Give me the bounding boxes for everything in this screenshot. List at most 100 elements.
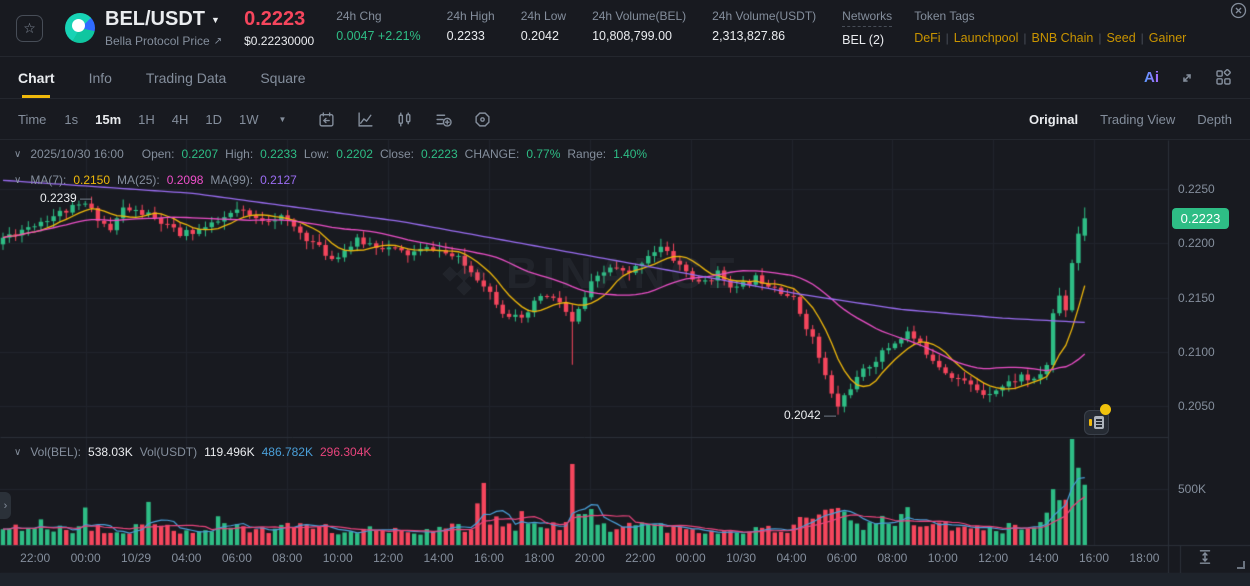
stat-24h-volume-bel: 24h Volume(BEL) 10,808,799.00 (592, 9, 686, 43)
interval-4h[interactable]: 4H (171, 111, 189, 127)
token-tag-seed[interactable]: Seed (1106, 31, 1136, 45)
stat-value: 0.2042 (520, 29, 559, 43)
tabbar-icons: Ai (1144, 69, 1232, 86)
x-axis-label: 00:00 (675, 551, 706, 565)
token-tag-gainer[interactable]: Gainer (1148, 31, 1187, 45)
token-tags-label: Token Tags (914, 9, 975, 23)
axis-scale-icon[interactable] (1196, 548, 1214, 566)
tab-square[interactable]: Square (260, 69, 306, 86)
y-axis-label: 0.2250 (1178, 182, 1215, 196)
exchange-watermark: BINANCE (438, 248, 741, 300)
line-chart-icon[interactable] (357, 111, 374, 128)
x-axis-label: 20:00 (574, 551, 605, 565)
last-price-block: 0.2223 $0.22230000 (244, 8, 314, 48)
vol-bel-value: 538.03K (88, 445, 133, 459)
pane-expander-handle[interactable]: › (0, 492, 11, 519)
ai-assistant-icon[interactable]: Ai (1144, 69, 1159, 86)
token-price-link[interactable]: Bella Protocol Price ↗ (105, 34, 222, 48)
volume-readout: ∨ Vol(BEL): 538.03K Vol(USDT) 119.496K 4… (14, 445, 371, 459)
stat-24h-chg: 24h Chg 0.0047 +2.21% (336, 9, 420, 43)
token-tags-block: Token Tags DeFi | Launchpool | BNB Chain | See… (914, 9, 1186, 47)
x-axis-label: 22:00 (625, 551, 656, 565)
expand-icon[interactable] (1179, 70, 1195, 86)
range-value: 1.40% (613, 147, 648, 161)
change-value: 0.77% (526, 147, 561, 161)
tab-info[interactable]: Info (88, 69, 112, 86)
favorite-star-icon[interactable]: ☆ (16, 14, 43, 42)
token-tag-bnb-chain[interactable]: BNB Chain (1031, 31, 1094, 45)
ma99-value: 0.2127 (260, 173, 297, 187)
interval-1h[interactable]: 1H (138, 111, 155, 127)
mode-trading-view[interactable]: Trading View (1100, 111, 1176, 127)
stat-label: 24h High (446, 9, 495, 23)
candlestick-style-icon[interactable] (396, 111, 413, 128)
interval-1s[interactable]: 1s (64, 111, 79, 127)
high-label: High: (225, 147, 254, 161)
x-axis-label: 00:00 (70, 551, 101, 565)
x-axis-label: 10/30 (726, 551, 757, 565)
close-panel-icon[interactable] (1230, 2, 1247, 19)
chart-region: BINANCE ∨ 2025/10/30 16:00 Open: 0.2207 … (0, 140, 1250, 586)
low-label: Low: (303, 147, 330, 161)
settings-icon[interactable] (474, 111, 491, 128)
change-label: CHANGE: (464, 147, 520, 161)
close-value: 0.2223 (420, 147, 458, 161)
tag-separator: | (945, 31, 949, 45)
stat-networks: Networks BEL (2) (842, 9, 893, 47)
stat-value: 2,313,827.86 (712, 29, 786, 43)
last-price-usd: $0.22230000 (244, 34, 315, 48)
stat-value: 0.0047 +2.21% (336, 29, 421, 43)
tab-chart[interactable]: Chart (18, 57, 55, 98)
close-label: Close: (379, 147, 414, 161)
range-label: Range: (567, 147, 607, 161)
news-doc-icon (1094, 416, 1104, 429)
x-axis-label: 14:00 (1028, 551, 1059, 565)
collapse-caret-icon[interactable]: ∨ (14, 446, 22, 458)
collapse-caret-icon[interactable]: ∨ (14, 148, 22, 160)
notification-dot (1100, 404, 1111, 415)
token-subtitle: Bella Protocol Price (105, 34, 210, 48)
token-tag-launchpool[interactable]: Launchpool (953, 31, 1019, 45)
binance-logo-icon (442, 252, 486, 296)
low-value: 0.2202 (336, 147, 373, 161)
news-bar-icon (1089, 419, 1092, 426)
token-tag-defi[interactable]: DeFi (914, 31, 941, 45)
mode-original[interactable]: Original (1029, 111, 1079, 127)
vol-usdt-value: 119.496K (204, 445, 255, 459)
bottom-scroll-strip[interactable] (0, 573, 1250, 586)
open-label: Open: (141, 147, 175, 161)
ma7-value: 0.2150 (73, 173, 111, 187)
interval-more-icon[interactable]: ▼ (278, 114, 287, 124)
indicators-icon[interactable] (435, 111, 453, 128)
token-tags: DeFi | Launchpool | BNB Chain | Seed | Gainer (914, 29, 1186, 47)
last-price-badge: 0.2223 (1172, 208, 1229, 229)
symbol-selector[interactable]: BEL/USDT ▼ (105, 8, 222, 31)
stat-value: 10,808,799.00 (592, 29, 673, 43)
interval-15m[interactable]: 15m (95, 111, 122, 127)
tag-separator: | (1023, 31, 1027, 45)
jump-to-date-icon[interactable] (318, 111, 335, 128)
vol-usdt-label: Vol(USDT) (139, 445, 198, 459)
apps-grid-icon[interactable] (1215, 69, 1232, 86)
x-axis-label: 04:00 (776, 551, 807, 565)
price-chart-canvas[interactable] (0, 140, 1250, 586)
collapse-caret-icon[interactable]: ∨ (14, 174, 22, 186)
interval-buttons: 1s 15m 1H 4H 1D 1W (64, 112, 258, 127)
ma7-label: MA(7): (30, 173, 67, 187)
interval-1d[interactable]: 1D (205, 111, 223, 127)
ohlc-readout: ∨ 2025/10/30 16:00 Open: 0.2207 High: 0.… (14, 147, 647, 161)
tab-trading-data[interactable]: Trading Data (145, 69, 227, 86)
stat-label: 24h Volume(BEL) (592, 9, 687, 23)
page-tabbar: Chart Info Trading Data Square Ai (0, 57, 1250, 99)
x-axis-label: 08:00 (877, 551, 908, 565)
stat-value: BEL (2) (842, 33, 885, 47)
resize-corner-handle[interactable] (1237, 561, 1245, 569)
watermark-text: BINANCE (506, 249, 742, 298)
interval-1w[interactable]: 1W (239, 111, 259, 127)
x-axis-label: 18:00 (1129, 551, 1160, 565)
stat-value: 0.2233 (446, 29, 485, 43)
open-value: 0.2207 (181, 147, 219, 161)
x-axis-label: 06:00 (826, 551, 857, 565)
mode-depth[interactable]: Depth (1197, 111, 1232, 127)
